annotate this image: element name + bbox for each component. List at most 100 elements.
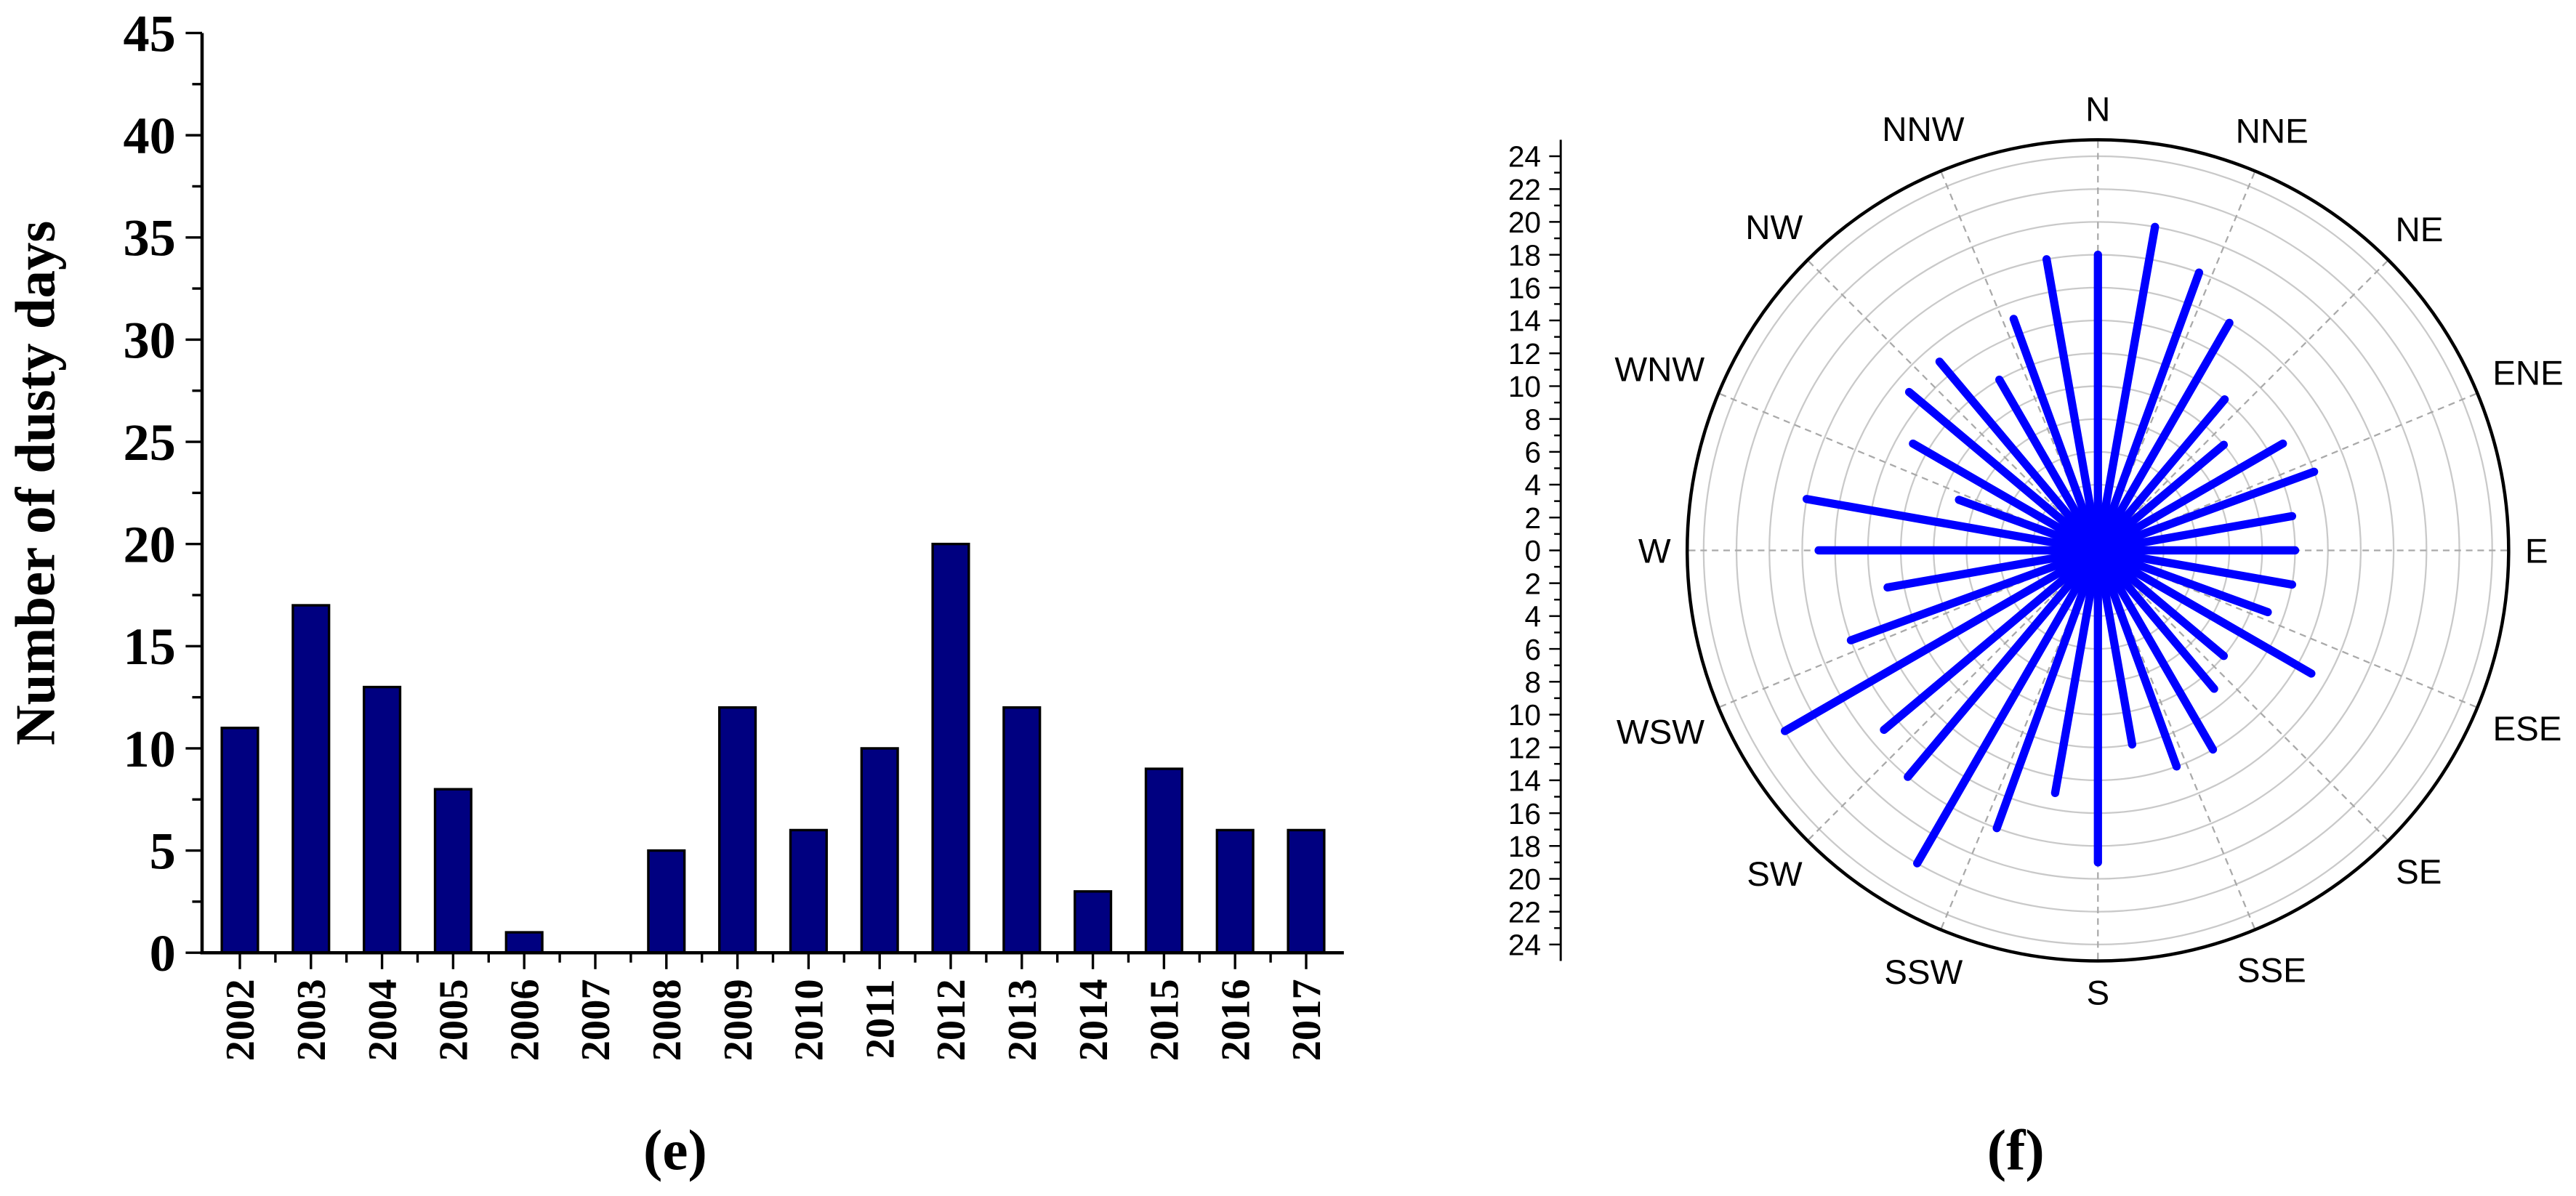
compass-label-NE: NE — [2396, 211, 2444, 249]
compass-label-W: W — [1638, 532, 1671, 570]
bar-2009 — [718, 706, 757, 954]
direction-line-310 — [1904, 387, 2102, 555]
compass-label-WNW: WNW — [1614, 351, 1704, 389]
direction-line-70 — [2093, 467, 2319, 555]
bar-2006 — [504, 931, 544, 954]
compass-label-NW: NW — [1745, 209, 1803, 247]
compass-label-NNW: NNW — [1882, 110, 1965, 149]
direction-line-250 — [1846, 546, 2102, 645]
x-tick-label: 2013 — [1000, 979, 1045, 1061]
y-tick-label: 10 — [124, 720, 176, 778]
direction-line-230 — [1880, 546, 2102, 735]
compass-label-NNE: NNE — [2236, 112, 2309, 150]
x-axis-ticks: 2002 2003 2004 2005 2006 2007 2008 2009 2010 2011… — [218, 953, 1329, 1061]
x-tick-label: 2005 — [432, 979, 477, 1061]
direction-line-280 — [1802, 495, 2102, 555]
bar-2002 — [220, 727, 259, 954]
direction-line-200 — [1992, 546, 2102, 833]
y-tick-label: 30 — [124, 311, 176, 369]
x-tick-label: 2014 — [1071, 979, 1116, 1061]
direction-line-100 — [2093, 546, 2297, 589]
direction-line-340 — [2009, 315, 2102, 555]
direction-line-60 — [2093, 439, 2287, 555]
direction-line-290 — [1955, 496, 2102, 555]
direction-line-260 — [1883, 546, 2102, 592]
direction-line-170 — [2093, 546, 2137, 749]
panel-label-e: (e) — [643, 1120, 707, 1183]
x-tick-label: 2007 — [573, 979, 619, 1061]
x-tick-label: 2006 — [502, 979, 547, 1061]
y-axis-label: Number of dusty days — [5, 221, 67, 746]
x-tick-label: 2010 — [787, 979, 832, 1061]
y-tick-label: 5 — [150, 822, 176, 880]
bar-2017 — [1287, 828, 1326, 954]
radial-tick-label: 24 — [1508, 140, 1541, 174]
compass-label-SSW: SSW — [1884, 953, 1963, 992]
radial-tick-label: 2 — [1524, 501, 1541, 535]
direction-line-80 — [2093, 512, 2297, 555]
direction-line-50 — [2093, 440, 2229, 555]
bar-2012 — [931, 542, 970, 954]
direction-line-150 — [2093, 546, 2218, 754]
direction-line-330 — [1995, 375, 2102, 555]
direction-line-40 — [2093, 395, 2229, 555]
direction-line-30 — [2093, 318, 2234, 555]
panel-label-f: (f) — [1987, 1120, 2045, 1183]
direction-line-20 — [2093, 268, 2204, 555]
bar-2003 — [291, 604, 331, 954]
radial-tick-label: 8 — [1524, 666, 1541, 699]
direction-line-190 — [2050, 546, 2102, 797]
radial-tick-label: 6 — [1524, 436, 1541, 469]
direction-line-130 — [2093, 546, 2229, 660]
compass-label-WSW: WSW — [1617, 714, 1704, 752]
y-tick-label: 45 — [124, 4, 176, 62]
compass-label-N: N — [2085, 90, 2110, 129]
radial-tick-label: 16 — [1508, 272, 1541, 305]
y-tick-label: 35 — [124, 209, 176, 267]
x-tick-label: 2016 — [1213, 979, 1258, 1061]
radial-tick-label: 10 — [1508, 698, 1541, 732]
grid-spoke — [2097, 549, 2389, 841]
radial-tick-label: 24 — [1508, 929, 1541, 962]
bar-2004 — [363, 685, 402, 954]
direction-line-120 — [2093, 546, 2316, 678]
radial-tick-label: 14 — [1508, 304, 1541, 338]
radial-tick-label: 4 — [1524, 469, 1541, 502]
direction-line-300 — [1909, 439, 2102, 555]
x-tick-label: 2008 — [645, 979, 690, 1061]
compass-label-SW: SW — [1747, 855, 1803, 894]
radial-tick-label: 0 — [1524, 534, 1541, 567]
x-tick-label: 2004 — [361, 979, 406, 1061]
radial-tick-label: 2 — [1524, 567, 1541, 600]
direction-line-160 — [2093, 546, 2181, 771]
bars — [220, 542, 1326, 954]
bar-2008 — [647, 849, 686, 954]
bar-2011 — [860, 747, 899, 954]
radial-tick-label: 10 — [1508, 370, 1541, 403]
direction-line-240 — [1780, 546, 2102, 735]
radial-axis: 0224466881010121214141616181820202222242… — [1508, 140, 1562, 962]
polar-outer-circle — [1685, 138, 2511, 963]
radial-tick-label: 12 — [1508, 731, 1541, 764]
direction-line-10 — [2093, 222, 2160, 555]
y-tick-label: 20 — [124, 516, 176, 574]
bar-2015 — [1144, 767, 1183, 954]
compass-label-ENE: ENE — [2492, 354, 2564, 392]
radial-tick-label: 6 — [1524, 633, 1541, 666]
radial-tick-label: 8 — [1524, 403, 1541, 436]
radial-tick-label: 12 — [1508, 337, 1541, 371]
radial-tick-label: 20 — [1508, 206, 1541, 239]
x-tick-label: 2011 — [858, 979, 903, 1059]
radial-tick-label: 20 — [1508, 862, 1541, 896]
direction-line-110 — [2093, 546, 2272, 617]
x-tick-label: 2009 — [716, 979, 761, 1061]
y-tick-label: 25 — [124, 413, 176, 472]
bar-2013 — [1002, 706, 1042, 954]
direction-line-220 — [1904, 546, 2102, 781]
bar-2010 — [789, 828, 828, 954]
y-tick-label: 15 — [124, 618, 176, 676]
compass-label-ESE: ESE — [2492, 710, 2561, 748]
radial-tick-label: 18 — [1508, 238, 1541, 272]
